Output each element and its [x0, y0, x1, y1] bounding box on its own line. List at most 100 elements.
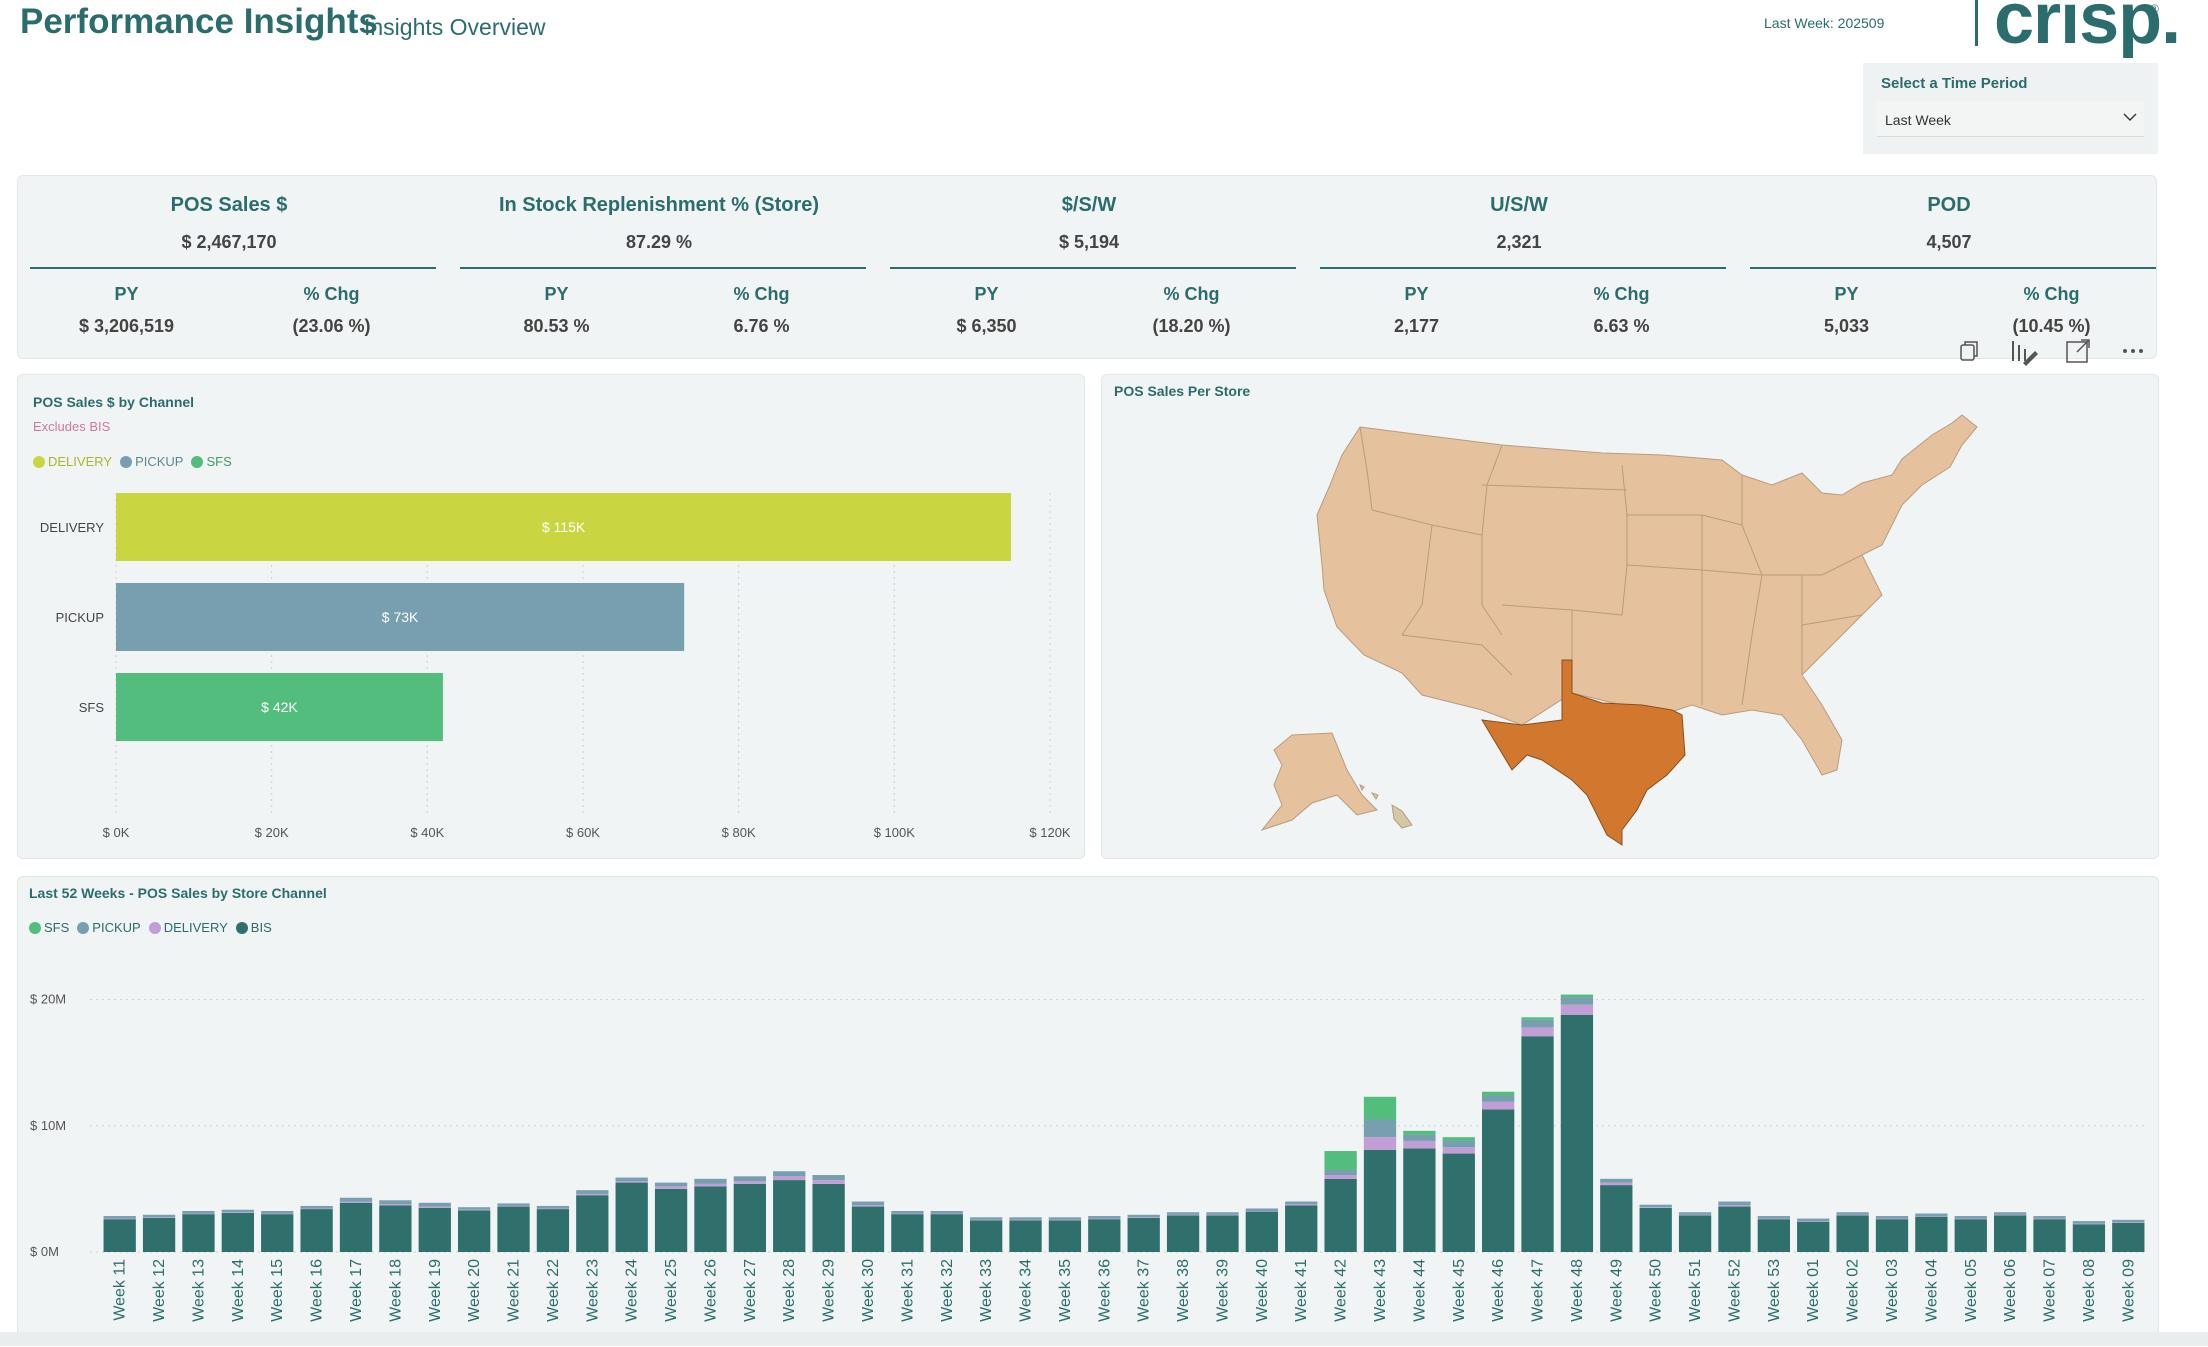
page-title: Performance Insights	[20, 2, 378, 41]
bar-segment-bis	[891, 1214, 924, 1252]
bar-segment-pickup	[851, 1201, 885, 1206]
bar-segment-delivery	[694, 1183, 727, 1187]
x-tick-label: $ 60K	[566, 825, 600, 840]
bar-segment-bis	[1048, 1220, 1082, 1252]
bar-segment-delivery	[970, 1219, 1003, 1221]
bar-segment-sfs	[1521, 1017, 1554, 1020]
x-category-label: Week 05	[1963, 1259, 1980, 1322]
x-category-label: Week 50	[1648, 1259, 1665, 1322]
bar-segment-bis	[1285, 1205, 1318, 1252]
x-category-label: Week 46	[1490, 1259, 1507, 1322]
x-tick-label: $ 0K	[103, 825, 130, 840]
bar-segment-bis	[2072, 1224, 2106, 1252]
x-category-label: Week 40	[1254, 1259, 1271, 1322]
legend-label: DELIVERY	[48, 454, 113, 469]
bar-segment-delivery	[1403, 1140, 1436, 1149]
bar-segment-bis	[1875, 1219, 1909, 1252]
bar-segment-delivery	[1521, 1027, 1554, 1037]
us-filled-map[interactable]	[1102, 375, 2160, 860]
x-tick-label: $ 80K	[722, 825, 756, 840]
bar-segment-delivery	[1009, 1219, 1042, 1221]
x-category-label: Week 02	[1845, 1259, 1862, 1322]
legend-label: BIS	[250, 920, 272, 935]
logo-divider	[1975, 0, 1978, 46]
legend-sfs[interactable]: SFS	[191, 454, 232, 469]
bar-segment-bis	[1442, 1153, 1475, 1252]
map-title: POS Sales Per Store	[1114, 383, 1251, 399]
bar-segment-pickup	[458, 1207, 491, 1210]
bar-segment-bis	[733, 1183, 766, 1252]
legend-delivery[interactable]: DELIVERY	[33, 454, 112, 469]
bar-segment-bis	[418, 1207, 451, 1252]
kpi-divider	[1320, 267, 1726, 269]
kpi-chg-label: % Chg	[303, 284, 360, 304]
map-state-alaska	[1260, 732, 1378, 832]
bar-segment-pickup	[182, 1210, 215, 1214]
kpi-chg-value: (23.06 %)	[292, 316, 371, 336]
kpi-chg-value: (10.45 %)	[2012, 316, 2091, 336]
bar-segment-pickup	[1718, 1201, 1751, 1206]
legend-pickup[interactable]: PICKUP	[120, 454, 183, 469]
page-subtitle: Insights Overview	[364, 14, 546, 40]
x-category-label: Week 32	[939, 1259, 956, 1322]
bar-segment-pickup	[576, 1190, 609, 1194]
focus-mode-icon[interactable]	[2060, 333, 2096, 369]
legend-delivery[interactable]: DELIVERY	[148, 920, 228, 935]
bar-segment-bis	[930, 1214, 963, 1252]
bar-segment-bis	[339, 1202, 373, 1252]
bar-segment-pickup	[1088, 1216, 1121, 1219]
kpi-card-pos-sales: POS Sales $ $ 2,467,170 PY % Chg $ 3,206…	[24, 176, 436, 358]
bar-segment-bis	[654, 1188, 688, 1252]
time-period-dropdown[interactable]: Last Week	[1877, 101, 2144, 137]
bar-segment-delivery	[182, 1213, 215, 1215]
bar-segment-delivery	[1206, 1214, 1239, 1216]
bar-segment-pickup	[2112, 1219, 2145, 1223]
bar-segment-pickup	[2072, 1221, 2106, 1224]
bar-segment-delivery	[261, 1213, 294, 1215]
bar-chart-note: Excludes BIS	[33, 419, 111, 434]
x-category-label: Week 11	[112, 1259, 129, 1321]
y-tick-label: $ 20M	[30, 992, 66, 1007]
bar-segment-pickup	[1915, 1213, 1948, 1217]
page-footer-strip	[0, 1332, 2208, 1346]
bar-segment-bis	[497, 1206, 530, 1252]
bar-segment-pickup	[1048, 1217, 1082, 1220]
kpi-py-value: $ 6,350	[956, 316, 1017, 336]
last-week-label: Last Week: 202509	[1764, 15, 1885, 31]
kpi-py-label: PY	[1834, 284, 1859, 304]
trend-chart-legend: SFS PICKUP DELIVERY BIS	[29, 920, 272, 935]
legend-pickup[interactable]: PICKUP	[77, 920, 141, 935]
bar-segment-sfs	[1560, 994, 1594, 998]
bar-segment-bis	[1600, 1185, 1633, 1252]
more-options-icon[interactable]	[2115, 333, 2151, 369]
bar-segment-delivery	[576, 1193, 609, 1196]
bar-segment-bis	[1678, 1215, 1712, 1252]
legend-dot	[235, 921, 248, 934]
bar-segment-bis	[773, 1180, 806, 1252]
legend-bis[interactable]: BIS	[235, 920, 272, 935]
x-category-label: Week 13	[190, 1259, 207, 1322]
x-category-label: Week 25	[663, 1259, 680, 1322]
copy-icon[interactable]	[1950, 333, 1986, 369]
x-category-label: Week 53	[1766, 1259, 1783, 1322]
bar-segment-delivery	[1639, 1207, 1672, 1208]
bar-chart-legend: DELIVERY PICKUP SFS	[33, 454, 232, 469]
bar-segment-delivery	[221, 1212, 254, 1213]
x-category-label: Week 21	[506, 1259, 523, 1322]
bar-segment-bis	[1639, 1207, 1672, 1252]
bar-segment-pickup	[1954, 1216, 1987, 1219]
x-category-label: Week 07	[2042, 1259, 2059, 1322]
x-category-label: Week 43	[1372, 1259, 1389, 1322]
x-category-label: Week 27	[742, 1259, 759, 1322]
bar-segment-delivery	[1560, 1004, 1594, 1015]
x-category-label: Week 08	[2081, 1259, 2098, 1322]
kpi-title: $/S/W	[1061, 194, 1117, 216]
bar-segment-delivery	[773, 1176, 806, 1181]
bar-segment-pickup	[1009, 1217, 1042, 1220]
pin-visual-icon[interactable]	[2005, 333, 2041, 369]
bar-segment-pickup	[1206, 1212, 1239, 1215]
legend-dot	[77, 921, 90, 934]
legend-sfs[interactable]: SFS	[29, 920, 69, 935]
x-category-label: Week 12	[151, 1259, 168, 1322]
kpi-chg-label: % Chg	[1163, 284, 1220, 304]
